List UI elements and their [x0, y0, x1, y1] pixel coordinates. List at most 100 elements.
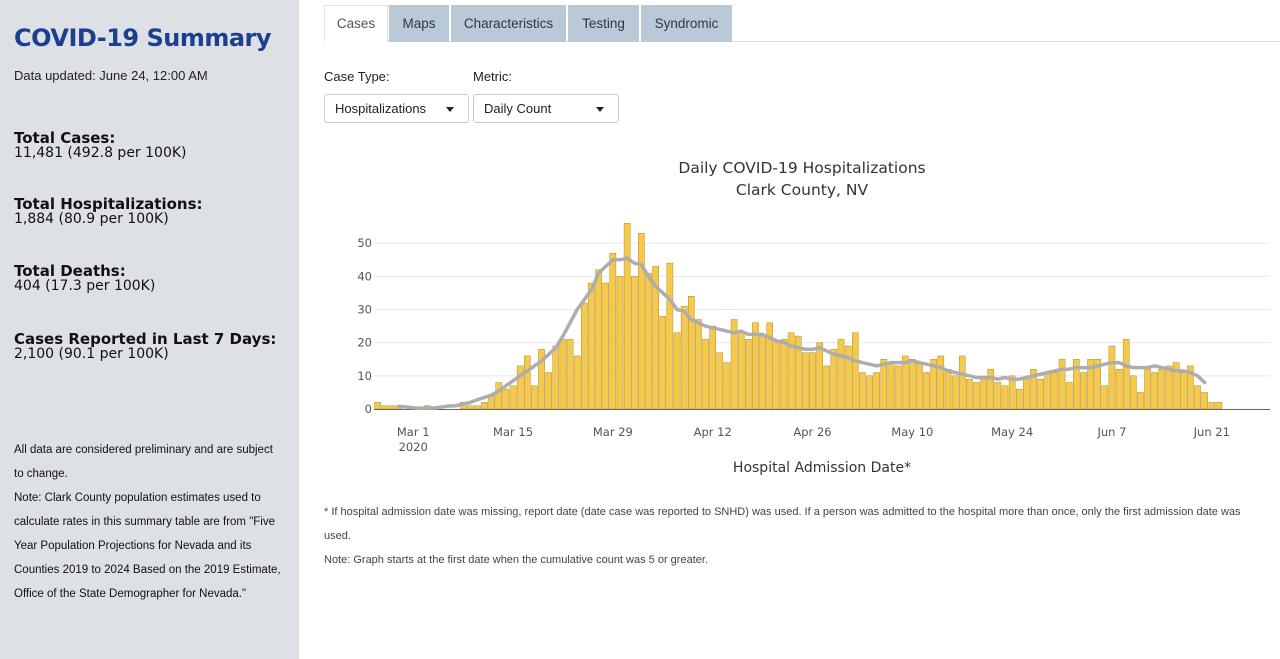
chart-bar [1008, 375, 1016, 410]
sidebar-notes: All data are considered preliminary and … [14, 438, 284, 606]
chart-bar [944, 369, 952, 410]
chart-bar [1158, 369, 1166, 410]
x-tick-label: Mar 29 [593, 425, 633, 439]
chart-bar [552, 345, 560, 410]
chevron-down-icon [446, 107, 454, 112]
chart-bar [481, 402, 488, 410]
chart-bar [1151, 372, 1159, 410]
chevron-down-icon [596, 107, 604, 112]
chart-bar [866, 375, 873, 410]
chart-bar [695, 319, 702, 410]
chart-bar [1108, 345, 1116, 410]
chart-bar [566, 339, 574, 410]
chart-bar [588, 282, 595, 410]
chart-bar [1137, 392, 1144, 410]
chart-bar [937, 355, 945, 410]
chart-bar [1001, 385, 1009, 410]
chart-bar [559, 339, 567, 410]
tab-characteristics[interactable]: Characteristics [451, 5, 566, 42]
preliminary-note: All data are considered preliminary and … [14, 444, 273, 480]
chart-bar [1065, 382, 1073, 410]
stat-cases-last-7-days: Cases Reported in Last 7 Days: 2,100 (90… [14, 331, 276, 362]
x-tick-label: Jun 21 [1193, 425, 1230, 439]
chart-bar [958, 355, 966, 410]
x-tick-label: Mar 15 [493, 425, 533, 439]
chart-bar [773, 342, 781, 410]
chart-bar [509, 385, 517, 410]
chart-bar [680, 306, 688, 410]
case-type-select[interactable]: Hospitalizations [324, 94, 469, 123]
metric-value: Daily Count [484, 101, 552, 116]
chart-bar [466, 405, 474, 410]
stat-label: Total Deaths: [14, 262, 126, 280]
chart-bar [1073, 359, 1080, 410]
x-tick-label: May 10 [891, 425, 933, 439]
x-tick-label: May 24 [991, 425, 1033, 439]
chart-bar [745, 339, 752, 410]
chart-bar [1130, 375, 1137, 410]
chart-bar [930, 359, 937, 410]
stat-total-cases: Total Cases: 11,481 (492.8 per 100K) [14, 130, 187, 161]
chart-bar [1101, 385, 1109, 410]
sidebar-title: COVID-19 Summary [14, 24, 272, 52]
x-tick-label: Apr 26 [793, 425, 831, 439]
chart-bar [488, 395, 495, 410]
chart-bars [374, 223, 1223, 410]
chart-bar [659, 315, 667, 410]
chart-title: Daily COVID-19 Hospitalizations [678, 159, 926, 177]
chart-bar [859, 372, 866, 410]
chart-bar [702, 339, 709, 410]
y-tick-label: 30 [357, 303, 372, 317]
tab-syndromic[interactable]: Syndromic [641, 5, 732, 42]
chart-moving-average [397, 256, 1207, 411]
chart-bar [1208, 402, 1216, 410]
chart-y-axis: 0 10 20 30 40 50 [357, 236, 372, 416]
metric-label: Metric: [473, 69, 512, 84]
chart-bar [666, 262, 674, 410]
y-tick-label: 20 [357, 336, 372, 350]
chart-bar [951, 375, 959, 410]
stat-label: Total Hospitalizations: [14, 195, 203, 213]
chart-bar [1215, 402, 1223, 410]
chart-bar [1165, 365, 1173, 410]
tab-maps[interactable]: Maps [389, 5, 449, 42]
chart-bar [1122, 339, 1130, 410]
tab-testing[interactable]: Testing [568, 5, 639, 42]
chart-bar [474, 405, 481, 410]
moving-average-line [397, 256, 1207, 411]
chart-bar [794, 335, 802, 410]
chart-bar [374, 402, 381, 410]
chart-bar [502, 388, 510, 410]
chart-bar [973, 382, 980, 410]
chart-bar [923, 372, 930, 410]
chart-bar [623, 223, 631, 410]
summary-sidebar: COVID-19 Summary Data updated: June 24, … [0, 0, 299, 659]
chart-bar [652, 266, 659, 410]
chart-bar [759, 335, 766, 410]
y-tick-label: 10 [357, 369, 372, 383]
stat-value: 2,100 (90.1 per 100K) [14, 346, 169, 362]
chart-bar [844, 345, 852, 410]
chart-bar [531, 385, 538, 410]
x-tick-sublabel: 2020 [399, 440, 428, 454]
x-tick-label: Apr 12 [694, 425, 732, 439]
chart-bar [1030, 369, 1037, 410]
chart-bar [752, 322, 759, 410]
metric-select[interactable]: Daily Count [473, 94, 619, 123]
chart-bar [1058, 359, 1066, 410]
tab-cases[interactable]: Cases [324, 5, 388, 42]
chart-bar [1144, 369, 1151, 410]
chart-bar [638, 233, 645, 410]
chart-bar [645, 272, 652, 410]
chart-footnote-note: Note: Graph starts at the first date whe… [324, 554, 708, 566]
case-type-value: Hospitalizations [335, 101, 427, 116]
chart-bar [887, 362, 895, 410]
chart-bar [966, 378, 973, 410]
stat-label: Total Cases: [14, 129, 116, 147]
chart-bar [538, 349, 545, 410]
stat-value: 404 (17.3 per 100K) [14, 278, 156, 294]
chart-bar [602, 282, 609, 410]
chart-bar [901, 355, 909, 410]
chart-bar [916, 362, 923, 410]
chart-bar [1044, 372, 1052, 410]
